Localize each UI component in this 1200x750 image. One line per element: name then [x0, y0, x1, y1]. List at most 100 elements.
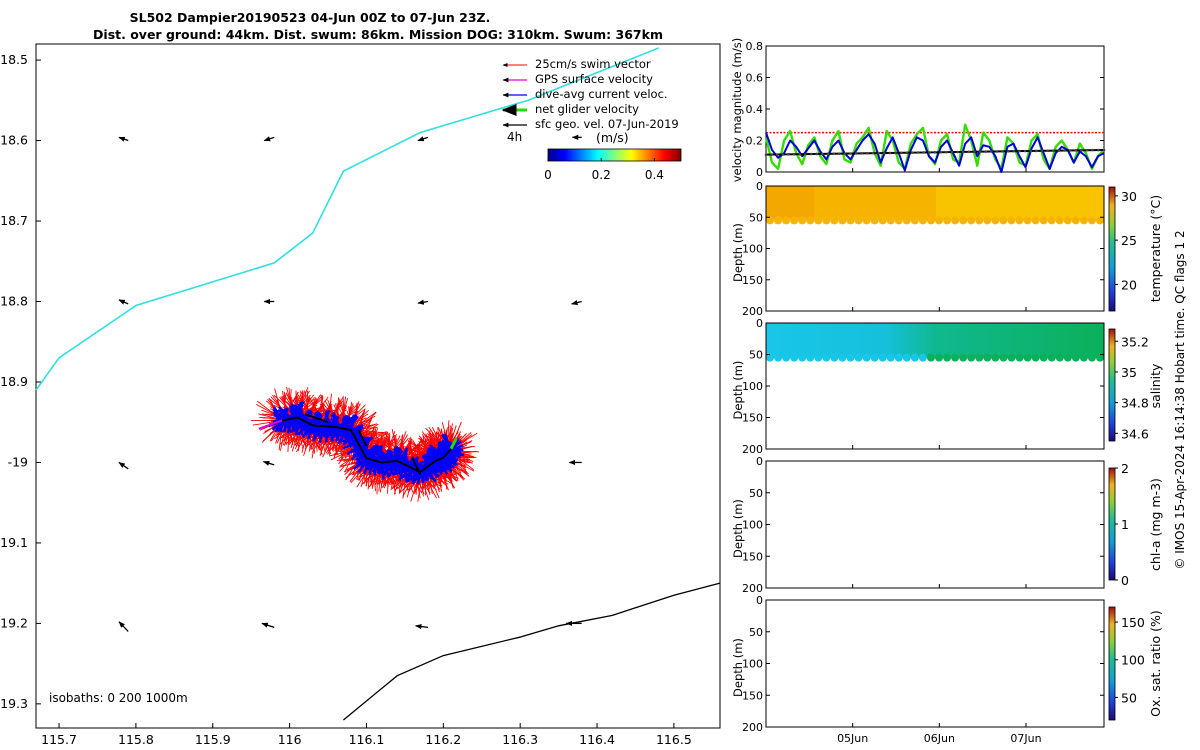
- dive-profile-edge: [991, 216, 1000, 225]
- geo-velocity-dot: [1063, 149, 1066, 152]
- map-xtick-label: 115.9: [195, 732, 231, 747]
- section-colorbar: [1108, 467, 1116, 581]
- section-cbar-tick-label: 1: [1121, 517, 1129, 532]
- coastline: [35, 47, 659, 391]
- glider-track-branch: [357, 429, 368, 447]
- dive-profile-edge: [830, 353, 839, 362]
- dive-profile-edge: [902, 353, 911, 362]
- dive-profile-edge: [870, 353, 879, 362]
- geo-velocity-dot: [1074, 149, 1078, 152]
- section-ytick-label: 100: [742, 243, 763, 256]
- section-ytick-label: 200: [742, 721, 763, 734]
- salinity-band: [766, 323, 1104, 358]
- dive-profile-edge: [806, 216, 815, 225]
- legend-entry: dive-avg current veloc.: [535, 87, 668, 101]
- geo-velocity-vector: [417, 136, 429, 142]
- geo-velocity-dot: [809, 152, 813, 156]
- current-vector: [438, 446, 451, 451]
- dive-profile-edge: [790, 353, 799, 362]
- geo-velocity-dot: [843, 152, 847, 155]
- map-xtick-label: 115.8: [118, 732, 154, 747]
- dive-profile-edge: [999, 216, 1008, 225]
- geo-velocity-vector: [118, 461, 129, 470]
- map-xtick-label: 116.1: [349, 732, 385, 747]
- title-line2: Dist. over ground: 44km. Dist. swum: 86k…: [93, 27, 663, 42]
- geo-velocity-dot: [995, 150, 999, 153]
- section-frame: [765, 599, 1105, 728]
- map-ytick-label: 19.1: [0, 535, 28, 550]
- geo-velocity-dot: [826, 152, 830, 156]
- colorbar-label: 4h: [507, 130, 522, 144]
- section-cbar-tick-label: 50: [1121, 690, 1137, 705]
- velocity-ytick-label: 0.2: [746, 135, 764, 148]
- geo-velocity-dot: [1068, 149, 1072, 152]
- geo-velocity-dot: [978, 150, 982, 153]
- geo-velocity-dot: [764, 153, 768, 156]
- geo-velocity-dot: [990, 150, 993, 153]
- dive-profile-edge: [1079, 216, 1088, 225]
- dive-profile-edge: [1007, 216, 1016, 225]
- section-ytick-label: 50: [749, 349, 763, 362]
- isobath-label: isobaths: 0 200 1000m: [49, 691, 188, 705]
- geo-velocity-dot: [1052, 149, 1055, 152]
- section-ytick-label: 200: [742, 305, 763, 318]
- section-ylabel: Depth (m): [731, 223, 745, 282]
- section-cbar-tick-label: 20: [1121, 277, 1137, 292]
- legend-entry: net glider velocity: [535, 102, 639, 116]
- section-ytick-label: 50: [749, 487, 763, 500]
- section-colorbar: [1108, 328, 1116, 442]
- section-cbar-tick-label: 150: [1121, 615, 1145, 630]
- section-cbar-tick-label: 35.2: [1121, 334, 1149, 349]
- dive-profile-edge: [782, 216, 791, 225]
- section-ytick-label: 0: [756, 180, 763, 193]
- section-ytick-label: 150: [742, 274, 763, 287]
- map-frame: [35, 43, 721, 729]
- geo-velocity-dot: [804, 152, 807, 156]
- geo-velocity-dot: [787, 153, 790, 156]
- dive-profile-edge: [975, 216, 984, 225]
- dive-profile-edge: [1039, 216, 1048, 225]
- dive-profile-edge: [1063, 216, 1072, 225]
- map-xtick-label: 116.5: [656, 732, 692, 747]
- dive-profile-edge: [774, 216, 783, 225]
- velocity-ytick-label: 0.4: [746, 103, 764, 116]
- geo-velocity-dot: [916, 151, 920, 154]
- section-cbar-label: chl-a (mg m-3): [1148, 478, 1163, 571]
- geo-velocity-dot: [1097, 148, 1100, 152]
- geo-velocity-vector: [571, 300, 582, 306]
- isobath-1000m: [343, 582, 721, 721]
- map-xtick-label: 115.7: [41, 732, 77, 747]
- dive-profile-edge: [1039, 353, 1048, 362]
- dive-profile-edge: [959, 353, 968, 362]
- dive-profile-edge: [902, 216, 911, 225]
- dive-profile-edge: [918, 216, 927, 225]
- map-ytick-label: 18.7: [0, 213, 28, 228]
- geo-velocity-dot: [922, 151, 926, 154]
- dive-profile-edge: [798, 216, 807, 225]
- velocity-ytick-label: 0: [756, 166, 763, 179]
- geo-velocity-vector: [118, 299, 129, 305]
- dive-profile-edge: [838, 216, 847, 225]
- section-cbar-tick-label: 30: [1121, 189, 1137, 204]
- geo-velocity-dot: [888, 151, 892, 155]
- section-ylabel: Depth (m): [731, 638, 745, 697]
- dive-profile-edge: [967, 353, 976, 362]
- dive-profile-edge: [886, 353, 895, 362]
- geo-velocity-dot: [854, 152, 858, 155]
- section-ytick-label: 150: [742, 412, 763, 425]
- section-ytick-label: 50: [749, 211, 763, 224]
- velocity-ylabel: velocity magnitude (m/s): [730, 38, 744, 183]
- dive-profile-edge: [975, 353, 984, 362]
- map-xtick-label: 116.4: [579, 732, 615, 747]
- geo-velocity-dot: [1023, 149, 1027, 153]
- copyright-text: © IMOS 15-Apr-2024 16:14:38 Hobart time.…: [1173, 230, 1187, 569]
- geo-velocity-dot: [894, 151, 897, 155]
- section-cbar-tick-label: 2: [1121, 461, 1129, 476]
- dive-profile-edge: [983, 216, 992, 225]
- section-colorbar: [1108, 606, 1116, 721]
- section-panel: 0 50 100 150 200 Depth (m) 30 25 20 temperature (…: [731, 180, 1163, 318]
